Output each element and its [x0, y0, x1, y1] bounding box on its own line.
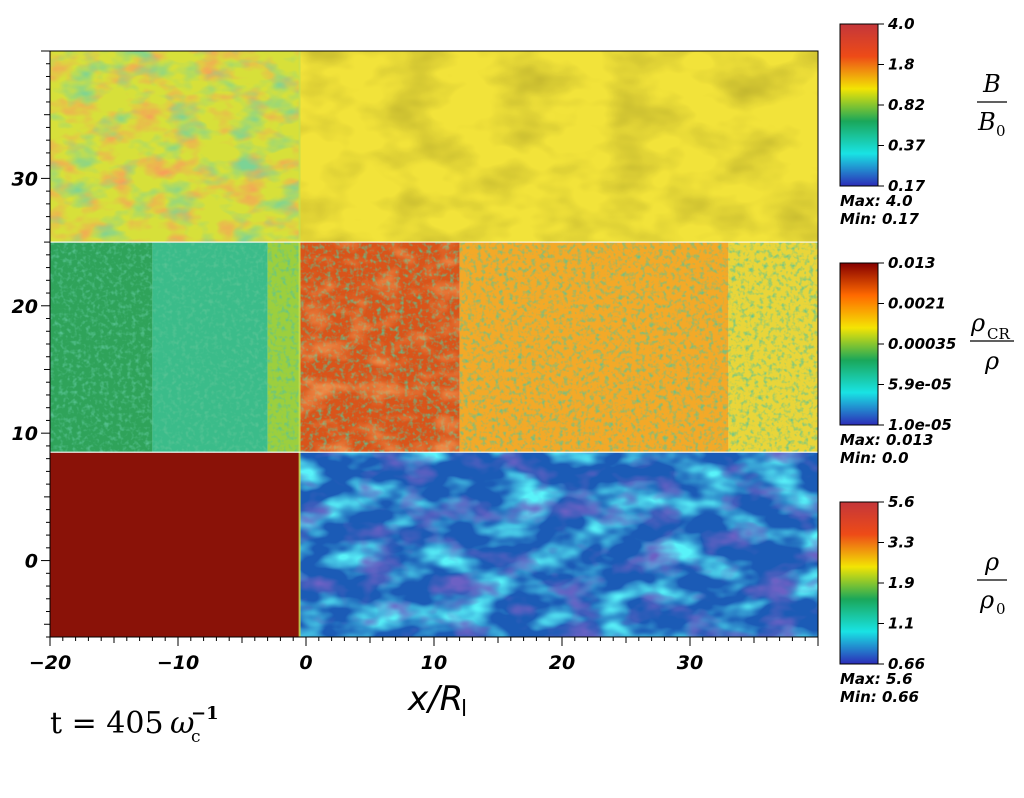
heatmap-region-2-0: [50, 452, 300, 637]
colorbar-max-label: Max: 4.0: [840, 192, 913, 210]
time-label-sup: −1: [191, 703, 219, 724]
label-numerator: ρ: [984, 548, 999, 576]
y-tick-label: 0: [25, 551, 38, 573]
colorbar-tick-label: 0.66: [888, 655, 925, 673]
label-denominator: ρ: [984, 347, 999, 375]
label-denominator: ρ: [979, 586, 994, 614]
colorbar-tick-label: 1.0e-05: [888, 416, 952, 434]
colorbar-gradient: [839, 262, 879, 426]
colorbar-tick-label: 5.6: [888, 493, 915, 511]
x-tick-label: 30: [677, 652, 703, 674]
colorbar-gradient: [839, 23, 879, 187]
colorbar-tick-label: 5.9e-05: [888, 376, 952, 394]
x-tick-label: −10: [157, 652, 199, 674]
colorbar-quantity-label: ρρ 0: [977, 548, 1007, 618]
colorbar-tick-label: 4.0: [887, 15, 915, 33]
texture-cr-warm: [299, 242, 460, 453]
colorbar-quantity-label: BB 0: [977, 70, 1007, 140]
label-numerator-sub: CR: [987, 325, 1010, 343]
colorbar-tick-label: 0.0021: [888, 295, 946, 313]
x-axis-label: x/R l: [407, 679, 467, 722]
x-tick-label: 0: [299, 652, 312, 674]
colorbar-gradient: [839, 501, 879, 665]
label-numerator: B: [982, 70, 1001, 98]
colorbar-min-label: Min: 0.0: [840, 449, 909, 467]
x-axis: −20 −10 0 10 20 30: [29, 637, 819, 674]
label-denominator-sub: 0: [996, 600, 1006, 618]
colorbar-tick-label: 3.3: [888, 534, 915, 552]
texture-rho-dark: [299, 452, 818, 637]
colorbar-min-label: Min: 0.17: [840, 210, 920, 228]
colorbar-min-label: Min: 0.66: [840, 688, 919, 706]
texture-b-green: [50, 51, 300, 243]
colorbar-max-label: Max: 0.013: [840, 431, 933, 449]
x-axis-label-sub: l: [461, 697, 467, 722]
colorbar-quantity-label: ρ CRρ: [970, 309, 1014, 375]
colorbar-tick-label: 0.37: [888, 137, 926, 155]
x-tick-label: 20: [549, 652, 575, 674]
x-tick-label: 10: [421, 652, 447, 674]
x-axis-label-main: x/R: [407, 679, 463, 719]
time-label-prefix: t = 405: [50, 706, 164, 741]
y-tick-label: 30: [12, 168, 38, 190]
plot-texture: [50, 51, 818, 637]
colorbar-tick-label: 1.8: [888, 56, 915, 74]
colorbar-max-label: Max: 5.6: [840, 670, 913, 688]
colorbar-tick-label: 1.9: [888, 574, 915, 592]
label-denominator: B: [977, 108, 996, 136]
y-tick-label: 10: [12, 423, 38, 445]
colorbar-tick-label: 0.17: [888, 177, 926, 195]
y-tick-label: 20: [12, 296, 38, 318]
time-label-sub: c: [191, 727, 201, 747]
colorbar-tick-label: 0.00035: [888, 335, 956, 353]
x-tick-label: −20: [29, 652, 71, 674]
label-numerator: ρ: [970, 309, 985, 337]
colorbar-tick-label: 1.1: [888, 615, 915, 633]
colorbar-tick-label: 0.82: [888, 96, 925, 114]
texture-b-down: [299, 51, 818, 243]
label-denominator-sub: 0: [996, 122, 1006, 140]
time-label: t = 405 ω −1 c: [50, 703, 219, 747]
time-label-symbol: ω: [170, 706, 194, 741]
colorbar-tick-label: 0.013: [888, 254, 935, 272]
y-axis: 30 20 10 0: [12, 50, 50, 638]
